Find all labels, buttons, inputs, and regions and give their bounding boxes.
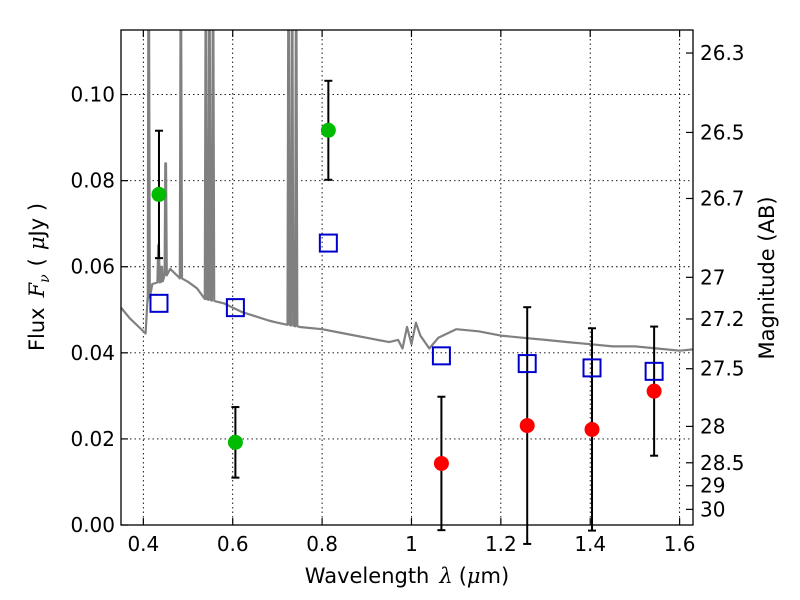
x-tick-label: 1.4 bbox=[574, 532, 606, 556]
y-tick-label: 0.02 bbox=[70, 427, 115, 451]
y2-tick-label: 30 bbox=[700, 497, 725, 521]
red-data-point bbox=[646, 383, 662, 399]
y2-tick-label: 28 bbox=[700, 414, 725, 438]
y2-tick-label: 26.5 bbox=[700, 120, 745, 144]
green-data-point bbox=[227, 434, 243, 450]
model-square-point bbox=[318, 233, 338, 253]
y-tick-label: 0.08 bbox=[70, 169, 115, 193]
data-markers bbox=[149, 122, 664, 471]
y2-tick-label: 29 bbox=[700, 474, 725, 498]
y2-tick-label: 26.7 bbox=[700, 186, 745, 210]
error-bars bbox=[154, 79, 659, 545]
y-axis-label: FluxFν(μJy ) bbox=[25, 203, 53, 351]
y2-tick-label: 26.3 bbox=[700, 41, 745, 65]
grid bbox=[121, 30, 693, 526]
green-data-point bbox=[151, 186, 167, 202]
model-square-point bbox=[225, 298, 245, 318]
model-square-point bbox=[582, 358, 602, 378]
sed-line bbox=[121, 30, 693, 352]
red-data-point bbox=[584, 421, 600, 437]
y2-tick-label: 28.5 bbox=[700, 451, 745, 475]
axis-ticks: 0.4 0.6 0.8 1 1.2 1.4 1.6 0.00 0.02 0.04 0.06 0.08 0… bbox=[70, 30, 745, 556]
x-tick-label: 0.4 bbox=[127, 532, 159, 556]
x-tick-label: 1.6 bbox=[664, 532, 696, 556]
model-square-point bbox=[517, 354, 537, 374]
y2-tick-label: 27.5 bbox=[700, 357, 745, 381]
y2-tick-label: 27.2 bbox=[700, 307, 745, 331]
x-tick-label: 1.2 bbox=[485, 532, 517, 556]
red-data-point bbox=[519, 418, 535, 434]
y-tick-label: 0.04 bbox=[70, 341, 115, 365]
red-data-point bbox=[433, 455, 449, 471]
green-data-point bbox=[320, 122, 336, 138]
model-square-point bbox=[149, 293, 169, 313]
model-square-point bbox=[644, 361, 664, 381]
y-tick-label: 0.10 bbox=[70, 83, 115, 107]
x-tick-label: 1 bbox=[405, 532, 418, 556]
x-tick-label: 0.6 bbox=[217, 532, 249, 556]
y-tick-label: 0.00 bbox=[70, 513, 115, 537]
sed-model-curve bbox=[121, 30, 693, 352]
x-axis-label: Wavelength λ (μm) bbox=[305, 564, 509, 588]
y2-axis-label: Magnitude (AB) bbox=[755, 196, 779, 359]
y2-tick-label: 27 bbox=[700, 265, 725, 289]
y-tick-label: 0.06 bbox=[70, 255, 115, 279]
model-square-point bbox=[431, 346, 451, 366]
x-tick-label: 0.8 bbox=[306, 532, 338, 556]
